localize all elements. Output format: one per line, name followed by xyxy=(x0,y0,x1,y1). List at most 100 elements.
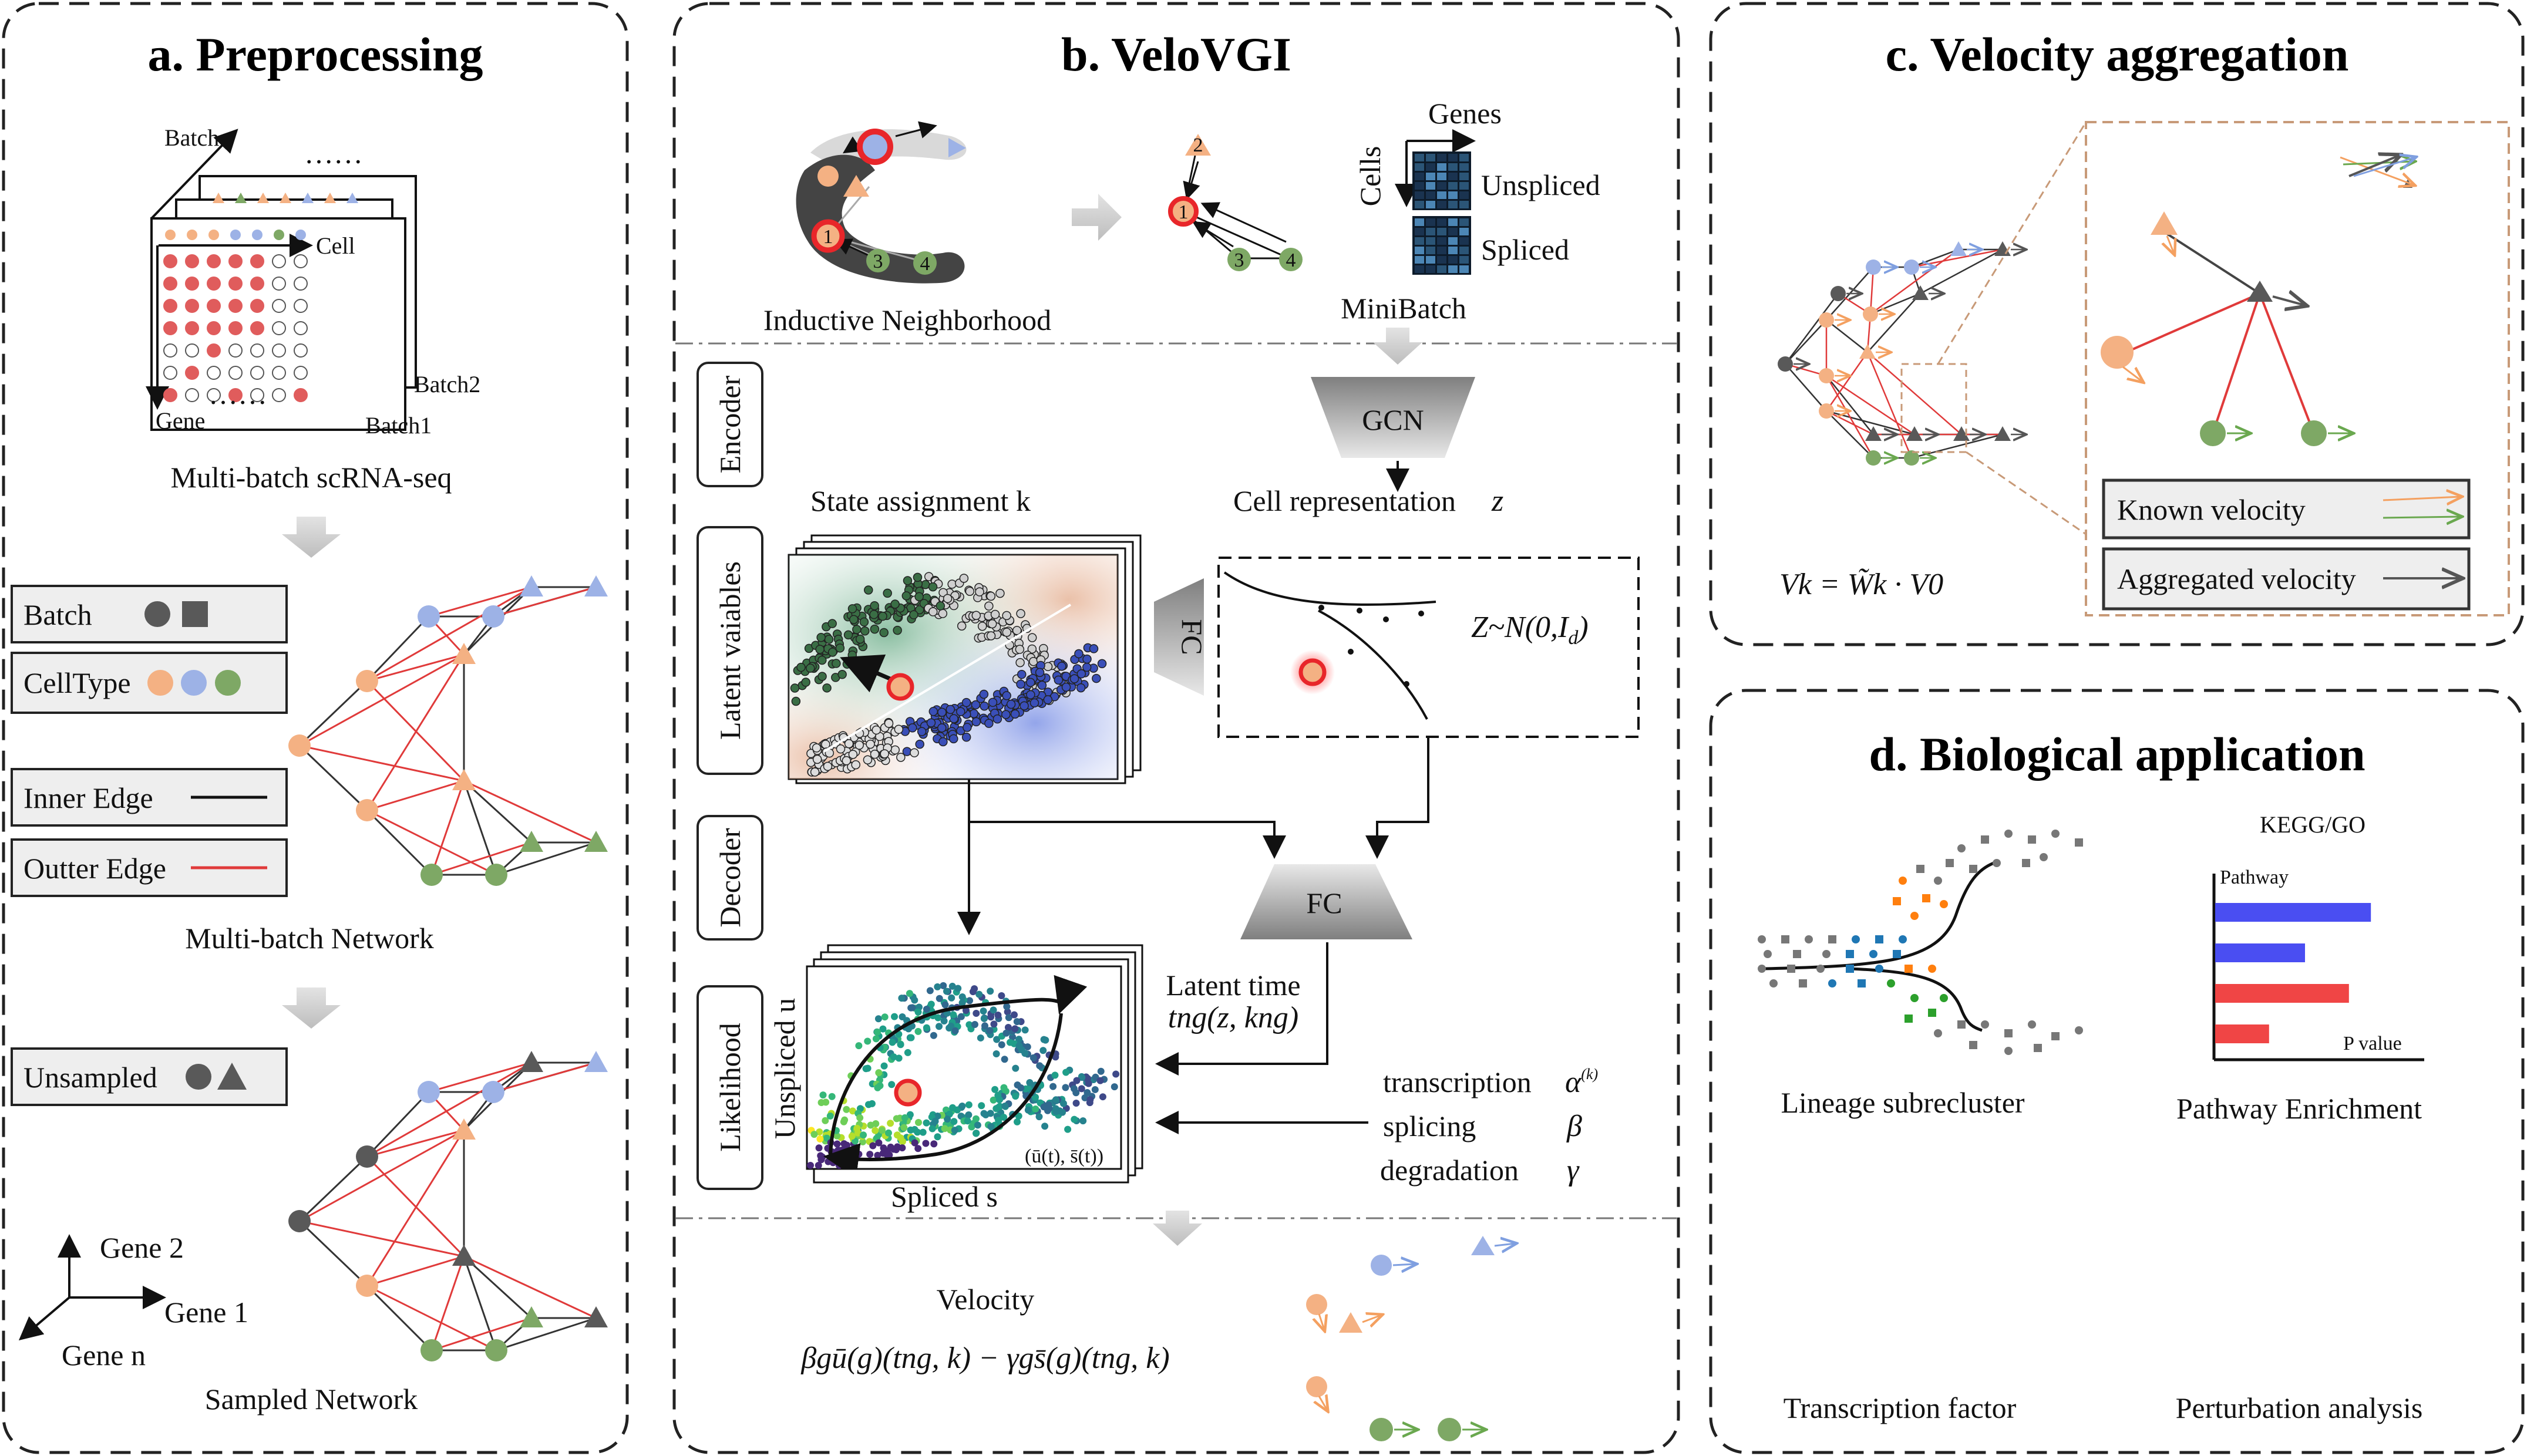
matrix-cell xyxy=(1437,173,1446,180)
legend-unsampled-label: Unsampled xyxy=(23,1061,157,1094)
phase-point xyxy=(1024,1043,1031,1051)
legend-batch: Batch xyxy=(11,585,288,643)
cell-node xyxy=(1953,426,1970,441)
latent-point xyxy=(936,601,945,611)
matrix-cell xyxy=(1437,154,1446,161)
latent-point xyxy=(903,576,913,585)
matrix-cell xyxy=(1448,237,1458,245)
latent-point xyxy=(986,631,996,641)
cell-node xyxy=(1863,306,1878,322)
phase-point xyxy=(868,1100,876,1107)
zoom-line-top xyxy=(1937,122,2087,365)
matrix-cell xyxy=(1415,201,1424,208)
matrix-cell xyxy=(163,366,177,380)
matrix-cell xyxy=(185,366,199,380)
latent-point xyxy=(847,604,857,614)
latent-point xyxy=(812,754,822,764)
matrix-cell xyxy=(1448,228,1458,235)
outer-edge xyxy=(366,1130,465,1286)
outer-edge xyxy=(1867,352,1962,435)
matrix-cell xyxy=(294,299,308,313)
lineage-cell xyxy=(1928,1009,1936,1017)
matrix-cell xyxy=(207,321,221,335)
phase-point xyxy=(904,1049,911,1056)
gene-axis-label: Gene xyxy=(156,407,205,434)
phase-point xyxy=(1099,1093,1106,1101)
lineage-cell xyxy=(1957,844,1966,852)
degradation-label: degradation xyxy=(1380,1154,1519,1187)
latent-point xyxy=(1057,662,1066,671)
latent-point xyxy=(1015,645,1025,654)
right-arrow-b1 xyxy=(1072,194,1122,241)
phase-point xyxy=(1059,1100,1067,1107)
lineage-cell xyxy=(1934,877,1942,885)
phase-point xyxy=(1001,1102,1009,1110)
celltype-dot xyxy=(252,230,263,240)
cell-node xyxy=(288,734,311,757)
lineage-cell xyxy=(1799,979,1807,987)
phase-point xyxy=(919,1128,927,1136)
inner-edge xyxy=(1826,410,1874,459)
phase-point xyxy=(1035,1113,1043,1121)
cell-node xyxy=(1912,285,1929,300)
matrix-cell xyxy=(272,343,286,358)
phase-point xyxy=(884,1129,892,1137)
latent-point xyxy=(879,628,889,638)
latent-point xyxy=(949,734,958,744)
latent-point xyxy=(1016,609,1025,618)
phase-point xyxy=(940,1017,948,1025)
batch-axis-label: Batch xyxy=(164,124,219,151)
latent-point xyxy=(938,588,948,598)
latent-point xyxy=(859,617,869,627)
outer-edge xyxy=(299,1220,465,1258)
latent-point xyxy=(872,725,881,735)
matrix-cell xyxy=(1426,218,1435,226)
caption-network: Multi-batch Network xyxy=(185,922,434,955)
alpha-symbol: α(k) xyxy=(1565,1066,1598,1099)
cell-node xyxy=(356,1145,378,1168)
inner-edge xyxy=(298,1220,368,1287)
phase-point xyxy=(998,1041,1005,1049)
outer-edge xyxy=(366,654,465,811)
matrix-cell xyxy=(207,366,221,380)
gene-axes xyxy=(18,1234,166,1341)
lineage-cell xyxy=(1981,1020,1989,1029)
matrix-cell xyxy=(294,343,308,358)
outer-edge xyxy=(493,586,597,618)
inner-edge xyxy=(298,744,368,811)
latent-point xyxy=(961,732,971,742)
phase-point xyxy=(906,990,913,997)
gamma-symbol: γ xyxy=(1567,1154,1580,1187)
outer-edge xyxy=(493,1061,597,1093)
lineage-cell xyxy=(1993,859,2001,867)
lineage-cell xyxy=(1787,965,1795,973)
phase-point xyxy=(899,1144,906,1152)
phase-point xyxy=(990,1096,997,1104)
batch-triangle-row xyxy=(213,193,358,203)
outer-edge xyxy=(1826,375,1915,436)
legend-celltype-label: CellType xyxy=(23,666,131,699)
phase-point xyxy=(874,1084,881,1091)
matrix-cell xyxy=(1459,201,1469,208)
aggregated-velocity-label: Aggregated velocity xyxy=(2117,562,2356,595)
phase-point xyxy=(872,1127,879,1134)
unspliced-label: Unspliced xyxy=(1481,168,1600,201)
latent-point xyxy=(894,724,904,734)
latent-point xyxy=(790,683,800,693)
latent-point xyxy=(971,700,981,710)
matrix-cell xyxy=(207,254,221,268)
cell-node xyxy=(584,831,608,852)
matrix-cell xyxy=(1459,265,1469,273)
latent-point xyxy=(915,739,924,749)
phase-point xyxy=(990,1020,998,1028)
latent-point xyxy=(1054,675,1064,685)
phase-point xyxy=(1051,1071,1059,1079)
matrix-cell xyxy=(1437,182,1446,190)
phase-point xyxy=(1001,1056,1008,1063)
inner-edge xyxy=(366,1285,433,1351)
matrix-cell xyxy=(1448,173,1458,180)
phase-point xyxy=(815,1144,823,1152)
lineage-cell xyxy=(1893,950,1901,958)
phase-point xyxy=(954,985,962,992)
beta-symbol: β xyxy=(1566,1110,1582,1143)
